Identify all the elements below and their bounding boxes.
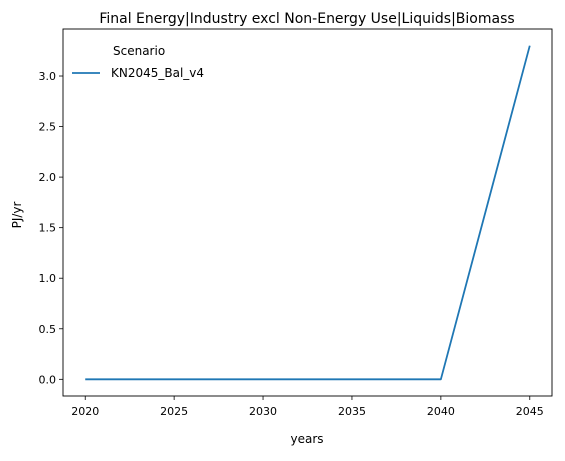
series-line-0: [85, 46, 530, 380]
plot-area: [63, 29, 552, 396]
x-axis-ticks: 2020 2025 2030 2035 2040 2045: [71, 396, 544, 418]
chart-title: Final Energy|Industry excl Non-Energy Us…: [99, 11, 514, 27]
legend: Scenario KN2045_Bal_v4: [72, 44, 204, 80]
y-tick-label: 0.5: [39, 323, 57, 336]
y-tick-label: 2.5: [39, 121, 57, 134]
x-tick-label: 2045: [516, 405, 544, 418]
x-tick-label: 2020: [71, 405, 99, 418]
x-tick-label: 2025: [160, 405, 188, 418]
y-tick-label: 3.0: [39, 70, 57, 83]
legend-label-kn2045-bal-v4: KN2045_Bal_v4: [111, 66, 204, 80]
legend-title: Scenario: [113, 44, 165, 58]
x-tick-label: 2040: [427, 405, 455, 418]
x-tick-label: 2035: [338, 405, 366, 418]
y-tick-label: 0.0: [39, 373, 57, 386]
series-layer: [85, 46, 530, 380]
y-axis-ticks: 0.0 0.5 1.0 1.5 2.0 2.5 3.0: [39, 70, 64, 386]
plot-frame: [63, 29, 552, 396]
y-tick-label: 2.0: [39, 171, 57, 184]
y-tick-label: 1.0: [39, 272, 57, 285]
x-axis-label: years: [290, 432, 323, 446]
y-axis-label: PJ/yr: [10, 202, 24, 229]
y-tick-label: 1.5: [39, 222, 57, 235]
x-tick-label: 2030: [249, 405, 277, 418]
